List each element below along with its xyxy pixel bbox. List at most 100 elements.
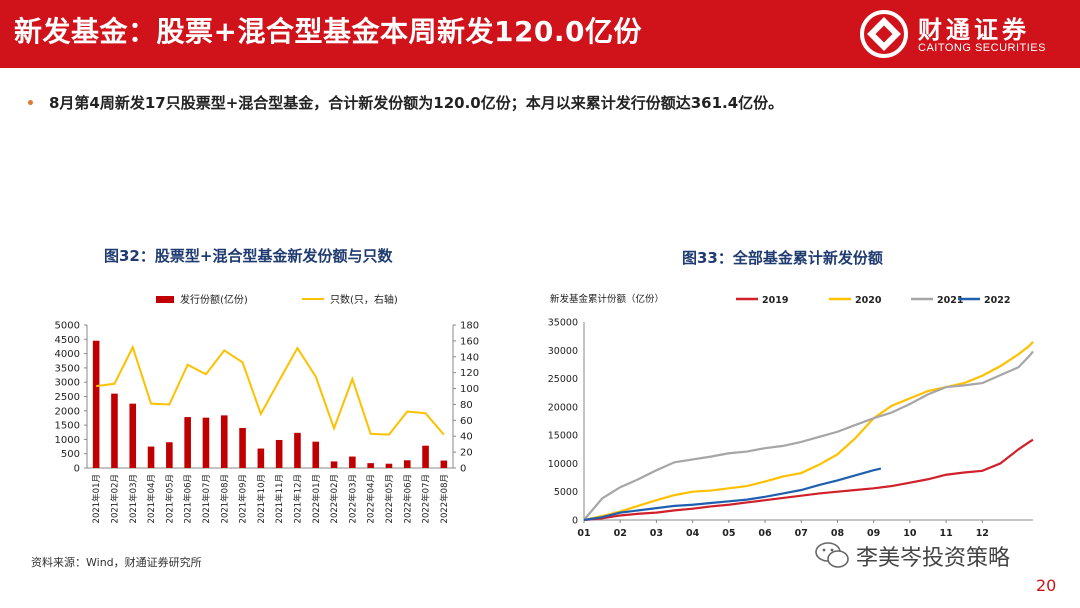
x-tick-label: 2022年05月	[384, 474, 395, 523]
bar	[294, 432, 301, 468]
y-right-tick-label: 0	[460, 464, 466, 475]
legend-label-2022: 2022	[984, 295, 1010, 306]
y-left-tick-label: 2500	[55, 392, 80, 403]
bullet-dot-icon: •	[26, 96, 35, 112]
x-tick-label: 04	[686, 528, 700, 539]
x-tick-label: 2021年08月	[219, 474, 230, 523]
x-tick-label: 2022年06月	[402, 474, 413, 523]
bar	[385, 463, 393, 468]
summary-bullet: • 8月第4周新发17只股票型+混合型基金，合计新发份额为120.0亿份；本月以来…	[26, 92, 783, 113]
y-axis-title: 新发基金累计份额（亿份）	[550, 293, 664, 305]
series-line-2020	[583, 341, 1034, 522]
y-right-tick-label: 80	[460, 400, 473, 411]
x-tick-label: 10	[903, 528, 917, 539]
bar	[202, 417, 210, 468]
x-tick-label: 2021年06月	[183, 474, 194, 523]
y-left-tick-label: 1500	[55, 421, 80, 432]
bar	[184, 417, 191, 468]
bar	[111, 393, 118, 468]
x-tick-label: 2021年05月	[164, 474, 175, 523]
x-tick-label: 2021年03月	[128, 474, 139, 523]
logo-name-en: CAITONG SECURITIES	[918, 42, 1046, 54]
series-line-2019	[583, 438, 1034, 522]
logo-name-cn: 财通证券	[918, 16, 1030, 44]
y-right-tick-label: 100	[460, 384, 479, 395]
bar	[422, 445, 429, 468]
x-tick-label: 12	[976, 528, 989, 539]
bar	[367, 463, 374, 468]
x-tick-label: 07	[795, 528, 808, 539]
y-tick-label: 5000	[554, 487, 578, 498]
y-tick-label: 0	[572, 516, 578, 527]
legend-label-2021: 2021	[937, 295, 963, 306]
header-bar: 新发基金：股票+混合型基金本周新发120.0亿份 财通证券 CAITONG SE…	[0, 0, 1080, 68]
page-title: 新发基金：股票+混合型基金本周新发120.0亿份	[14, 15, 643, 48]
x-tick-label: 09	[867, 528, 880, 539]
x-tick-label: 2021年12月	[292, 474, 303, 523]
y-right-tick-label: 140	[460, 352, 479, 363]
bar	[166, 442, 173, 468]
x-tick-label: 2022年03月	[347, 474, 358, 523]
watermark-text: 李美岑投资策略	[856, 546, 1011, 571]
series-line-count	[96, 344, 445, 436]
y-left-tick-label: 500	[61, 449, 80, 460]
x-tick-label: 01	[577, 528, 590, 539]
x-tick-label: 2022年01月	[311, 474, 322, 523]
y-right-tick-label: 40	[460, 432, 473, 443]
y-right-tick-label: 20	[460, 448, 473, 459]
x-tick-label: 2021年04月	[146, 474, 157, 523]
bar	[403, 460, 411, 468]
legend-bar-swatch	[156, 296, 174, 303]
summary-text: 8月第4周新发17只股票型+混合型基金，合计新发份额为120.0亿份；本月以来累…	[48, 94, 784, 112]
x-tick-label: 2022年04月	[366, 474, 377, 523]
bar	[312, 441, 320, 468]
x-tick-label: 2021年02月	[109, 474, 120, 523]
wechat-icon	[815, 542, 849, 568]
legend-bar-label: 发行份额(亿份)	[180, 293, 248, 306]
chart33-plot: 新发基金累计份额（亿份） 2019 2020 2021 2022 0 5000 10000 15…	[548, 293, 1034, 539]
company-logo: 财通证券 CAITONG SECURITIES	[858, 8, 1058, 60]
y-tick-label: 15000	[548, 431, 578, 442]
y-tick-label: 35000	[548, 318, 578, 329]
series-line-2022	[583, 467, 882, 522]
bar	[257, 448, 265, 468]
bar	[129, 403, 137, 468]
y-right-tick-label: 120	[460, 368, 479, 379]
bar	[275, 439, 283, 468]
y-tick-label: 25000	[548, 374, 578, 385]
y-right-tick-label: 160	[460, 336, 479, 347]
bar	[147, 446, 155, 468]
y-left-tick-label: 4000	[55, 349, 80, 360]
y-right-tick-label: 60	[460, 416, 473, 427]
x-tick-label: 2022年07月	[421, 474, 432, 523]
bar	[239, 427, 246, 468]
y-right-tick-label: 180	[460, 321, 479, 332]
y-left-tick-label: 0	[74, 464, 80, 475]
x-tick-label: 05	[722, 528, 735, 539]
bar	[220, 415, 228, 468]
x-tick-label: 2021年07月	[201, 474, 212, 523]
page-number: 20	[1036, 576, 1057, 595]
x-tick-label: 02	[614, 528, 627, 539]
logo-emblem-icon	[860, 10, 908, 58]
y-left-tick-label: 3000	[55, 378, 80, 389]
x-tick-label: 2021年01月	[91, 474, 102, 523]
legend-label-2019: 2019	[762, 295, 788, 306]
chart32-title: 图32：股票型+混合型基金新发份额与只数	[104, 247, 393, 265]
x-tick-label: 08	[831, 528, 845, 539]
y-left-tick-label: 3500	[55, 363, 80, 374]
x-tick-label: 03	[650, 528, 663, 539]
series-line-2021	[583, 350, 1034, 521]
y-tick-label: 10000	[548, 459, 578, 470]
y-left-tick-label: 4500	[55, 335, 80, 346]
legend-line-label: 只数(只，右轴)	[330, 293, 398, 306]
y-left-tick-label: 1000	[55, 435, 80, 446]
chart32-plot: 发行份额(亿份) 只数(只，右轴)050010001500200025003000…	[55, 293, 480, 523]
x-tick-label: 2022年08月	[439, 474, 450, 523]
y-tick-label: 20000	[548, 402, 578, 413]
bar	[440, 460, 448, 468]
y-left-tick-label: 5000	[55, 321, 80, 332]
x-tick-label: 2022年02月	[329, 474, 340, 523]
chart33-title: 图33：全部基金累计新发份额	[682, 249, 883, 267]
bar	[349, 456, 356, 468]
